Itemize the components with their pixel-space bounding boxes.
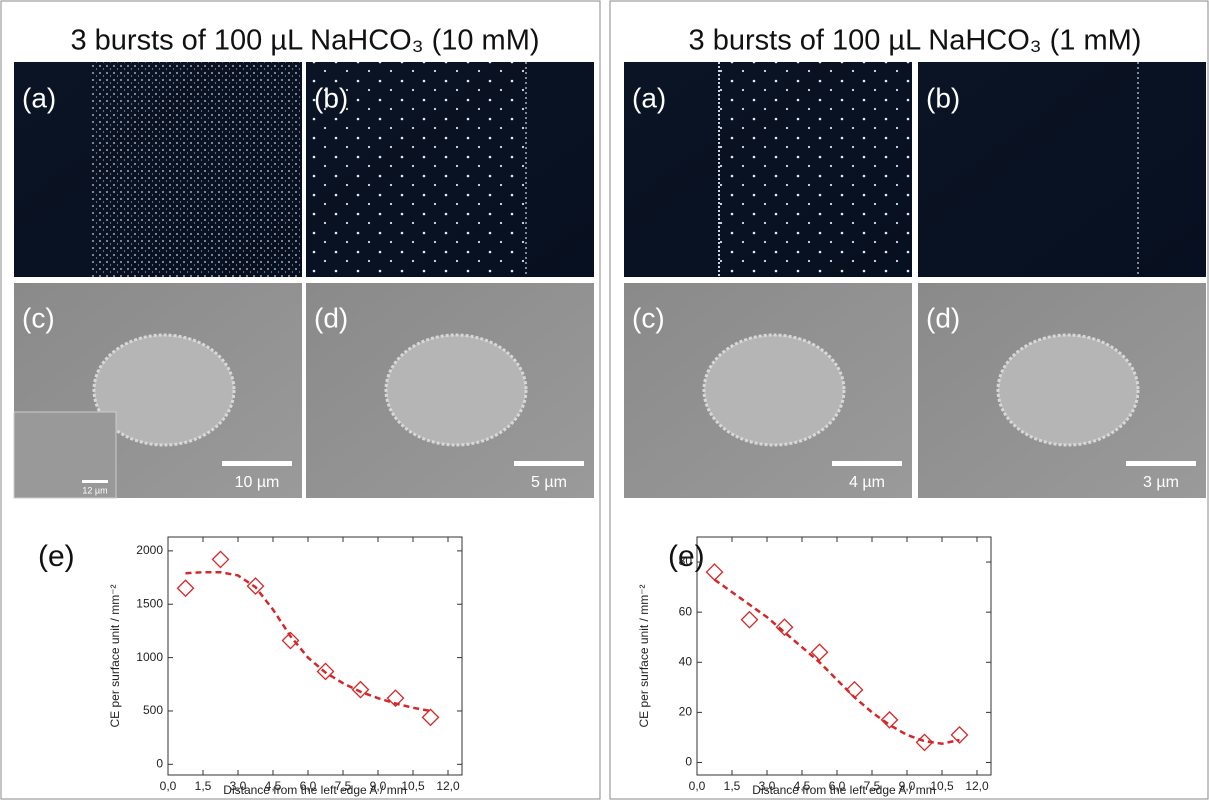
- x-tick-label: 1,5: [724, 779, 741, 793]
- panel-label: (e): [38, 540, 75, 573]
- y-tick-label: 60: [679, 604, 693, 618]
- x-tick-label: 12,0: [436, 779, 460, 793]
- y-tick-label: 0: [156, 756, 163, 770]
- crystal: [704, 335, 844, 445]
- scale-bar: [222, 461, 292, 466]
- y-tick-label: 0: [685, 755, 692, 769]
- scale-bar: [1126, 461, 1196, 466]
- y-axis-label: CE per surface unit / mm⁻²: [108, 584, 122, 727]
- image-label: (b): [926, 82, 960, 113]
- y-tick-label: 1000: [136, 650, 163, 664]
- plot-frame: [697, 537, 991, 775]
- image-label: (c): [632, 302, 665, 333]
- scale-bar: [514, 461, 584, 466]
- data-point: [178, 580, 194, 596]
- y-axis-label: CE per surface unit / mm⁻²: [637, 584, 651, 727]
- image-label: (d): [926, 302, 960, 333]
- y-tick-label: 40: [679, 654, 693, 668]
- x-axis-label: Distance from the left edge A / mm: [752, 783, 935, 797]
- image-label: (d): [314, 302, 348, 333]
- data-point: [423, 709, 439, 725]
- y-tick-label: 2000: [136, 543, 163, 557]
- scale-bar-label: 12 µm: [82, 485, 107, 495]
- image-label: (c): [22, 302, 55, 333]
- image-label: (a): [22, 82, 56, 113]
- panel-title: 3 bursts of 100 µL NaHCO₃ (1 mM): [689, 25, 1142, 57]
- micrograph: [918, 62, 1206, 277]
- scale-bar-label: 3 µm: [1143, 474, 1179, 491]
- image-label: (a): [632, 82, 666, 113]
- y-tick-label: 1500: [136, 596, 163, 610]
- particle-band: [92, 62, 302, 277]
- data-point: [707, 564, 723, 580]
- scale-bar: [82, 480, 108, 483]
- data-point: [742, 612, 758, 628]
- panel-title: 3 bursts of 100 µL NaHCO₃ (10 mM): [70, 25, 539, 57]
- y-tick-label: 80: [679, 554, 693, 568]
- scale-bar-label: 4 µm: [849, 474, 885, 491]
- y-tick-label: 500: [143, 703, 163, 717]
- image-label: (b): [314, 82, 348, 113]
- particle-band: [720, 62, 910, 277]
- figure: 3 bursts of 100 µL NaHCO₃ (10 mM) (a) (c) 1…: [0, 0, 1209, 800]
- scale-bar-label: 10 µm: [235, 474, 280, 491]
- plot-frame: [168, 537, 462, 775]
- fit-curve: [186, 572, 431, 711]
- x-tick-label: 1,5: [195, 779, 212, 793]
- crystal: [998, 335, 1138, 445]
- data-point: [353, 682, 369, 698]
- x-tick-label: 0,0: [160, 779, 177, 793]
- data-point: [847, 682, 863, 698]
- fit-curve: [715, 580, 960, 744]
- x-tick-label: 12,0: [965, 779, 989, 793]
- data-point: [213, 551, 229, 567]
- scale-bar: [832, 461, 902, 466]
- data-point: [812, 644, 828, 660]
- x-tick-label: 0,0: [689, 779, 706, 793]
- scale-bar-label: 5 µm: [531, 474, 567, 491]
- y-tick-label: 20: [679, 705, 693, 719]
- x-axis-label: Distance from the left edge A / mm: [223, 783, 406, 797]
- crystal: [386, 335, 526, 445]
